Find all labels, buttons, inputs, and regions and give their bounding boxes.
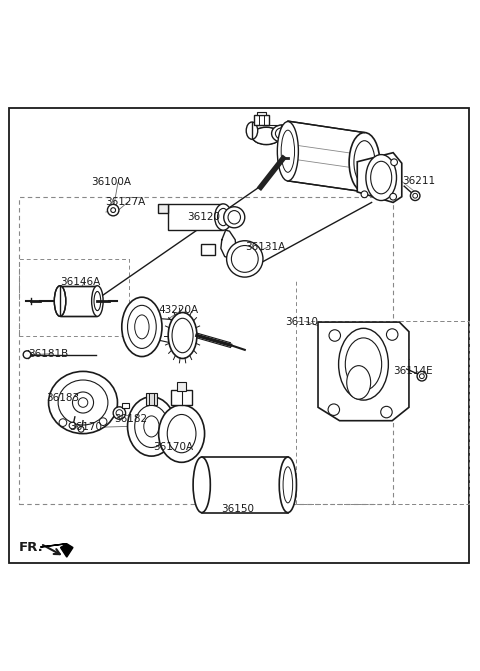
Ellipse shape [128, 397, 175, 456]
Polygon shape [257, 111, 266, 115]
Circle shape [23, 351, 31, 358]
Polygon shape [157, 204, 168, 213]
Circle shape [361, 191, 368, 198]
Text: 36146A: 36146A [60, 277, 101, 287]
Polygon shape [254, 115, 269, 125]
Text: 36181B: 36181B [28, 349, 69, 359]
Text: 36182: 36182 [115, 414, 148, 424]
Ellipse shape [281, 130, 295, 172]
Ellipse shape [128, 305, 156, 348]
Ellipse shape [338, 328, 388, 400]
Polygon shape [288, 121, 364, 192]
Ellipse shape [227, 241, 263, 277]
Ellipse shape [48, 371, 118, 433]
Circle shape [381, 407, 392, 418]
Polygon shape [142, 317, 174, 344]
Polygon shape [318, 322, 409, 421]
Text: 36150: 36150 [221, 504, 254, 514]
Polygon shape [221, 230, 236, 259]
Text: 36170: 36170 [69, 422, 102, 432]
Circle shape [116, 410, 123, 417]
Polygon shape [177, 382, 186, 391]
Ellipse shape [272, 125, 293, 142]
Ellipse shape [144, 416, 159, 437]
Ellipse shape [279, 457, 297, 513]
Circle shape [108, 205, 119, 216]
Circle shape [78, 427, 84, 432]
Text: 36131A: 36131A [245, 242, 285, 252]
Text: 36110: 36110 [286, 317, 318, 327]
Ellipse shape [283, 467, 293, 503]
Circle shape [417, 371, 427, 381]
Ellipse shape [366, 154, 396, 201]
Text: 36183: 36183 [46, 393, 79, 403]
Ellipse shape [276, 127, 289, 140]
Polygon shape [168, 204, 223, 230]
Bar [60, 286, 97, 316]
Circle shape [113, 407, 126, 419]
Ellipse shape [345, 338, 382, 391]
Text: 36170A: 36170A [153, 442, 193, 452]
Ellipse shape [252, 127, 281, 144]
Ellipse shape [354, 141, 375, 184]
Circle shape [390, 193, 396, 200]
Ellipse shape [92, 286, 103, 316]
Ellipse shape [94, 291, 101, 311]
Circle shape [59, 419, 67, 427]
Ellipse shape [122, 297, 162, 356]
Ellipse shape [371, 161, 392, 194]
Circle shape [99, 418, 107, 425]
Ellipse shape [224, 207, 245, 228]
Ellipse shape [246, 122, 258, 140]
Circle shape [410, 191, 420, 201]
Ellipse shape [72, 392, 94, 413]
Ellipse shape [231, 246, 258, 272]
Text: 43220A: 43220A [158, 305, 199, 315]
Ellipse shape [252, 127, 281, 144]
Ellipse shape [54, 286, 66, 316]
Ellipse shape [167, 415, 196, 453]
Ellipse shape [172, 318, 193, 353]
Ellipse shape [135, 315, 149, 339]
Polygon shape [122, 403, 129, 408]
Circle shape [386, 329, 398, 340]
Polygon shape [202, 457, 288, 513]
Ellipse shape [277, 121, 299, 181]
Polygon shape [171, 390, 192, 405]
Text: FR.: FR. [19, 541, 44, 554]
Text: 36211: 36211 [402, 176, 435, 187]
Ellipse shape [228, 211, 240, 224]
Polygon shape [146, 393, 157, 405]
Text: 36114E: 36114E [393, 366, 433, 376]
Ellipse shape [349, 133, 380, 192]
Ellipse shape [158, 405, 204, 462]
Ellipse shape [168, 313, 197, 358]
Ellipse shape [135, 405, 168, 448]
Polygon shape [357, 153, 402, 203]
Ellipse shape [347, 366, 371, 399]
Ellipse shape [58, 380, 108, 425]
Polygon shape [40, 544, 73, 557]
Ellipse shape [217, 209, 229, 225]
Circle shape [328, 404, 339, 415]
Polygon shape [60, 286, 97, 316]
Circle shape [78, 398, 88, 407]
Text: 36100A: 36100A [92, 177, 132, 187]
Circle shape [391, 159, 397, 166]
Ellipse shape [215, 204, 232, 230]
Polygon shape [201, 244, 215, 255]
Circle shape [329, 329, 340, 342]
Text: 36127A: 36127A [105, 197, 145, 207]
Circle shape [69, 422, 76, 429]
Text: 36120: 36120 [187, 212, 220, 222]
Ellipse shape [193, 457, 210, 513]
